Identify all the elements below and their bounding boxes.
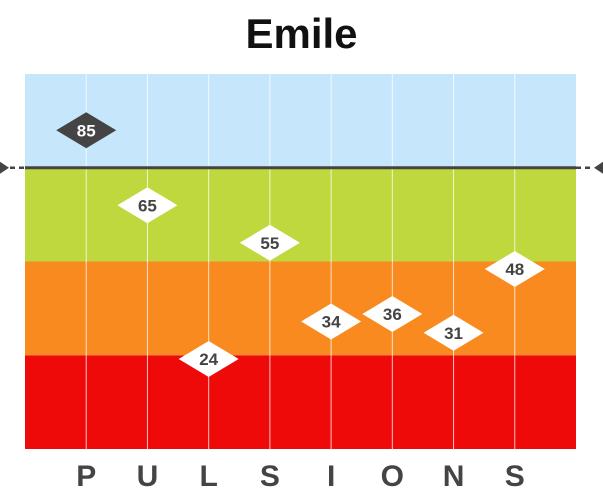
threshold-arrow-right [594, 161, 603, 174]
data-label-7: 48 [505, 260, 524, 279]
data-label-1: 65 [138, 196, 157, 215]
category-label-3: S [260, 460, 280, 490]
band-0 [25, 355, 576, 449]
data-label-2: 24 [199, 350, 218, 369]
background-bands [25, 74, 576, 449]
band-1 [25, 261, 576, 356]
category-label-4: I [327, 460, 335, 490]
data-marker-3 [239, 224, 300, 261]
data-marker-6 [423, 314, 484, 351]
gridlines [85, 74, 516, 449]
threshold-arrow-left [0, 161, 9, 174]
data-label-5: 36 [383, 305, 402, 324]
category-label-0: P [76, 460, 96, 490]
category-label-7: S [505, 460, 525, 490]
data-marker-7 [484, 251, 545, 287]
data-label-6: 31 [444, 324, 463, 343]
category-label-1: U [137, 460, 159, 490]
data-label-0: 85 [77, 121, 96, 140]
data-marker-2 [178, 341, 239, 377]
chart-title: Emile [245, 10, 358, 57]
data-label-3: 55 [260, 234, 279, 253]
band-2 [25, 167, 576, 262]
data-marker-4 [301, 303, 362, 340]
data-points: 85 65 24 55 34 36 31 48 [56, 112, 545, 377]
data-marker-0 [56, 112, 117, 149]
category-label-2: L [200, 460, 218, 490]
category-label-5: O [381, 460, 404, 490]
category-label-6: N [443, 460, 465, 490]
data-marker-5 [362, 296, 423, 332]
data-label-4: 34 [322, 313, 341, 332]
data-marker-1 [117, 187, 178, 224]
threshold-line [0, 161, 603, 174]
band-3 [25, 74, 576, 168]
